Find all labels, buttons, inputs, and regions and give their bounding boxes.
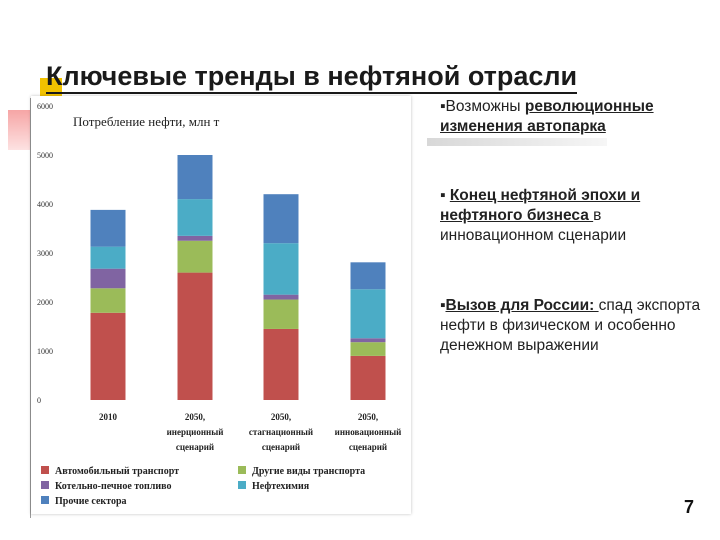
bullet-bold-text: Вызов для России: bbox=[445, 297, 599, 314]
bar-segment bbox=[263, 294, 299, 300]
x-category-label: инновационный bbox=[335, 427, 402, 437]
bar-segment bbox=[177, 199, 213, 236]
y-tick-label: 5000 bbox=[37, 151, 53, 160]
x-category-label: сценарий bbox=[176, 442, 214, 452]
bar-segment bbox=[177, 240, 213, 273]
bar-segment bbox=[90, 288, 126, 313]
bar-segment bbox=[350, 338, 386, 343]
x-category-label: 2050, bbox=[185, 412, 205, 422]
bullet-russia-challenge: ▪Вызов для России: спад экспорта нефти в… bbox=[440, 296, 710, 356]
bar-segment bbox=[350, 355, 386, 400]
bullet-bold-text: Конец нефтяной эпохи и нефтяного бизнеса bbox=[440, 187, 641, 224]
bar-segment bbox=[263, 194, 299, 244]
decorative-grey-rule bbox=[427, 138, 607, 146]
chart-panel: Потребление нефти, млн т 0 1000 2000 3000 400… bbox=[31, 96, 411, 514]
legend-label: Прочие сектора bbox=[55, 496, 127, 507]
chart-title: Потребление нефти, млн т bbox=[73, 114, 220, 129]
bar-segment bbox=[350, 342, 386, 356]
legend-swatch bbox=[238, 466, 246, 474]
x-category-label: 2050, bbox=[358, 412, 378, 422]
bullet-marker: ▪ bbox=[440, 187, 446, 204]
bullet-end-of-oil-era: ▪ Конец нефтяной эпохи и нефтяного бизне… bbox=[440, 186, 710, 246]
oil-consumption-chart: Потребление нефти, млн т 0 1000 2000 3000 400… bbox=[37, 102, 402, 507]
bar-segment bbox=[177, 272, 213, 400]
slide-title: Ключевые тренды в нефтяной отрасли bbox=[46, 60, 578, 94]
x-category-label: сценарий bbox=[349, 442, 387, 452]
x-category-label: 2050, bbox=[271, 412, 291, 422]
bar-segment bbox=[90, 209, 126, 247]
x-category-label: инерционный bbox=[167, 427, 224, 437]
bar-segment bbox=[350, 289, 386, 339]
legend-swatch bbox=[238, 481, 246, 489]
y-tick-label: 2000 bbox=[37, 298, 53, 307]
legend-label: Котельно-печное топливо bbox=[55, 481, 172, 492]
bar-segment bbox=[177, 235, 213, 241]
y-tick-label: 0 bbox=[37, 396, 41, 405]
bullet-rest-text: в инновационном сценарии bbox=[440, 207, 627, 244]
bullet-bold-text: революционные изменения автопарка bbox=[440, 98, 654, 135]
y-tick-label: 6000 bbox=[37, 102, 53, 111]
bullet-marker: ▪ bbox=[440, 297, 446, 314]
bar-segment bbox=[90, 312, 126, 400]
page-number: 7 bbox=[684, 497, 695, 517]
bar-segment bbox=[350, 262, 386, 290]
y-tick-label: 1000 bbox=[37, 347, 53, 356]
decorative-pink-bar bbox=[8, 110, 30, 150]
decorative-vertical-line bbox=[30, 98, 31, 518]
bar-segment bbox=[263, 328, 299, 400]
bar-segment bbox=[177, 155, 213, 200]
bullet-prefix: Возможны bbox=[445, 98, 525, 115]
bar-segment bbox=[90, 268, 126, 289]
legend-label: Нефтехимия bbox=[252, 481, 310, 492]
bar-segment bbox=[263, 299, 299, 329]
legend-label: Другие виды транспорта bbox=[252, 466, 365, 477]
bullet-revolution: ▪Возможны революционные изменения автопа… bbox=[440, 97, 710, 137]
bullet-rest-text: спад экспорта нефти в физическом и особе… bbox=[440, 297, 701, 354]
legend-label: Автомобильный транспорт bbox=[55, 466, 179, 477]
decorative-yellow-square bbox=[40, 78, 62, 100]
bar-segment bbox=[90, 246, 126, 269]
y-tick-label: 3000 bbox=[37, 249, 53, 258]
x-category-label: стагнационный bbox=[249, 427, 313, 437]
legend-swatch bbox=[41, 496, 49, 504]
x-category-label: 2010 bbox=[99, 412, 118, 422]
x-category-label: сценарий bbox=[262, 442, 300, 452]
bullet-marker: ▪ bbox=[440, 98, 446, 115]
legend-swatch bbox=[41, 466, 49, 474]
y-tick-label: 4000 bbox=[37, 200, 53, 209]
bar-segment bbox=[263, 243, 299, 295]
legend-swatch bbox=[41, 481, 49, 489]
